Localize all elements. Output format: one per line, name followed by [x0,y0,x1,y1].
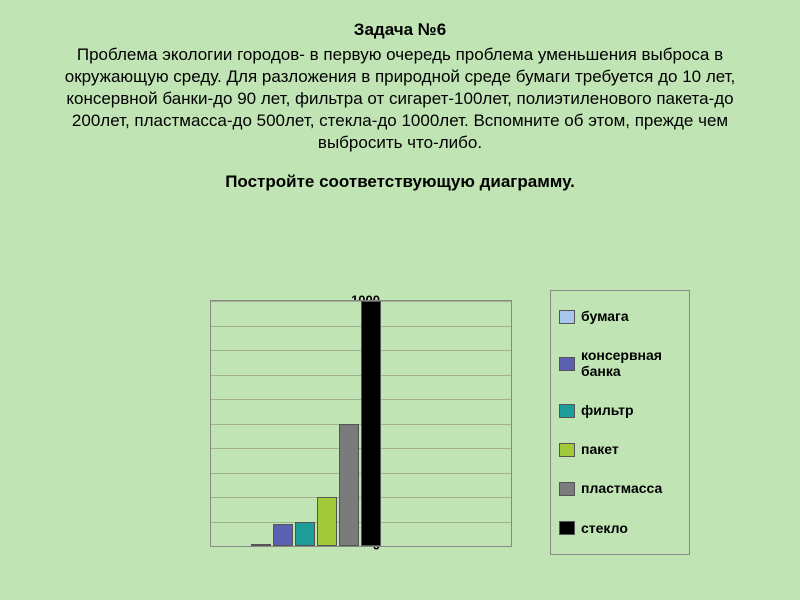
legend-item-0: бумага [559,309,681,324]
legend-label-5: стекло [581,521,628,536]
legend-item-5: стекло [559,521,681,536]
legend-item-3: пакет [559,442,681,457]
legend-label-0: бумага [581,309,629,324]
slide: Задача №6 Проблема экологии городов- в п… [0,0,800,600]
legend-item-4: пластмасса [559,481,681,496]
task-instruction: Постройте соответствующую диаграмму. [40,172,760,192]
legend-swatch-2 [559,404,575,418]
legend-label-4: пластмасса [581,481,662,496]
legend-label-2: фильтр [581,403,634,418]
bar-5 [361,301,381,546]
decomposition-chart: 0 100 200 300 400 500 600 700 800 900 10… [150,290,690,575]
plot-area [210,300,512,547]
bar-0 [251,544,271,546]
legend-swatch-5 [559,521,575,535]
legend-swatch-0 [559,310,575,324]
legend-swatch-4 [559,482,575,496]
legend-item-2: фильтр [559,403,681,418]
task-title: Задача №6 [40,20,760,40]
bar-4 [339,424,359,547]
legend-swatch-3 [559,443,575,457]
legend: бумага консервная банка фильтр пакет пластма… [550,290,690,555]
legend-item-1: консервная банка [559,348,681,379]
legend-swatch-1 [559,357,575,371]
task-body: Проблема экологии городов- в первую очер… [40,44,760,154]
legend-label-3: пакет [581,442,619,457]
bar-2 [295,522,315,547]
bar-3 [317,497,337,546]
bar-1 [273,524,293,546]
legend-label-1: консервная банка [581,348,681,379]
bars-group [211,301,511,546]
